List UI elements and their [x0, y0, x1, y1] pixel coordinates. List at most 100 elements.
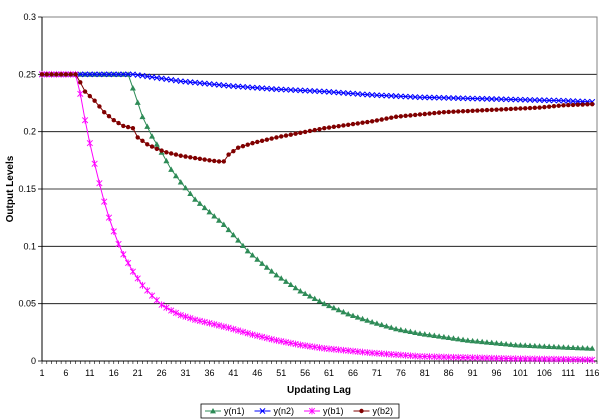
- data-point-yb1: [416, 353, 424, 360]
- data-point-yb2: [331, 124, 337, 130]
- data-point-yb2: [82, 89, 88, 94]
- data-point-yb2: [307, 128, 313, 134]
- data-point-yn1: [144, 123, 151, 129]
- data-point-yn2: [350, 90, 356, 97]
- x-tick-label: 91: [468, 368, 478, 378]
- data-point-yn2: [206, 81, 213, 87]
- data-point-yn1: [153, 141, 160, 147]
- x-tick-label: 81: [420, 368, 430, 378]
- data-point-yb2: [250, 140, 255, 146]
- x-tick-label: 31: [181, 368, 191, 378]
- data-point-yn2: [278, 86, 285, 93]
- data-point-yn2: [402, 93, 409, 100]
- data-point-yb1: [397, 351, 404, 359]
- data-point-yn1: [560, 344, 567, 350]
- data-point-yb2: [336, 123, 341, 129]
- y-tick-label: 0.1: [23, 241, 36, 251]
- data-point-yb1: [101, 198, 108, 206]
- data-point-yn2: [531, 97, 538, 103]
- data-point-yb1: [153, 296, 160, 304]
- legend-marker: [259, 408, 266, 414]
- data-point-yb1: [498, 354, 505, 362]
- data-point-yb1: [445, 353, 452, 361]
- data-point-yb1: [502, 355, 510, 362]
- data-point-yn2: [426, 94, 433, 101]
- data-point-yn1: [239, 242, 246, 248]
- x-tick-label: 36: [204, 368, 214, 378]
- data-point-yn1: [326, 302, 333, 309]
- data-point-yb2: [188, 155, 193, 160]
- data-point-yb2: [470, 108, 475, 113]
- data-point-yb2: [135, 135, 140, 140]
- data-point-yb2: [451, 109, 456, 114]
- data-point-yb1: [546, 355, 553, 363]
- data-point-yb2: [221, 159, 227, 164]
- data-point-yn2: [302, 87, 309, 94]
- data-point-yb1: [531, 355, 538, 363]
- data-point-yn1: [570, 344, 577, 351]
- data-point-yn2: [129, 71, 136, 78]
- legend: y(n1) y(n2) y(b1) y(b2): [200, 403, 400, 419]
- x-tick-label: 1: [39, 368, 44, 378]
- data-point-yn1: [249, 252, 256, 258]
- data-point-yn1: [531, 342, 538, 349]
- data-point-yb2: [365, 119, 370, 125]
- data-point-yn1: [503, 341, 510, 347]
- data-point-yn2: [354, 90, 361, 97]
- data-point-yb1: [258, 333, 266, 341]
- x-tick-label: 26: [157, 368, 167, 378]
- data-point-yb1: [402, 351, 409, 359]
- data-point-yb1: [565, 355, 572, 363]
- data-point-yb2: [39, 72, 45, 77]
- data-point-yn1: [330, 304, 337, 311]
- data-point-yb2: [499, 107, 504, 112]
- data-point-yn2: [503, 96, 510, 103]
- data-point-yn2: [101, 71, 108, 78]
- data-point-yb2: [355, 121, 360, 126]
- data-point-yb2: [494, 107, 499, 112]
- data-point-yn2: [574, 98, 581, 105]
- data-point-yn1: [546, 343, 553, 349]
- data-point-yn2: [220, 82, 227, 89]
- data-point-yb2: [379, 117, 384, 122]
- data-point-yb1: [206, 319, 213, 327]
- data-point-yb2: [293, 131, 298, 136]
- data-point-yb2: [566, 102, 571, 108]
- data-point-yb1: [517, 355, 524, 363]
- data-point-yn2: [464, 95, 471, 102]
- x-tick-label: 56: [300, 368, 310, 378]
- data-point-yb2: [532, 105, 538, 111]
- data-point-yn1: [555, 344, 562, 350]
- data-point-yb2: [436, 110, 442, 115]
- data-point-yb2: [523, 106, 528, 111]
- data-point-yb2: [259, 138, 265, 144]
- data-point-yn2: [321, 88, 328, 95]
- data-point-yb2: [427, 111, 432, 116]
- data-point-yn1: [196, 200, 203, 206]
- data-point-yn1: [527, 342, 534, 349]
- data-point-yb2: [446, 109, 451, 115]
- data-point-yb2: [384, 116, 389, 121]
- data-point-yn1: [283, 278, 290, 284]
- data-point-yn1: [507, 341, 514, 347]
- data-point-yn2: [153, 74, 160, 81]
- data-point-yb1: [388, 350, 395, 358]
- data-point-yn2: [493, 96, 500, 103]
- data-point-yb2: [240, 143, 246, 149]
- data-point-yn1: [426, 331, 433, 338]
- data-point-yb2: [255, 139, 260, 145]
- data-point-yb2: [226, 152, 231, 157]
- data-point-yb1: [421, 353, 428, 360]
- data-point-yb2: [393, 114, 399, 119]
- x-tick-label: 46: [252, 368, 262, 378]
- data-point-yb2: [97, 104, 102, 109]
- data-point-yn2: [292, 87, 299, 94]
- data-point-yb1: [450, 353, 457, 361]
- legend-label: y(b1): [323, 406, 344, 416]
- x-tick-label: 21: [133, 368, 143, 378]
- data-point-yb2: [441, 109, 447, 115]
- data-point-yn2: [388, 92, 395, 99]
- data-point-yb1: [474, 354, 481, 362]
- legend-item-yb2: y(b2): [353, 406, 393, 416]
- data-point-yn2: [359, 91, 366, 98]
